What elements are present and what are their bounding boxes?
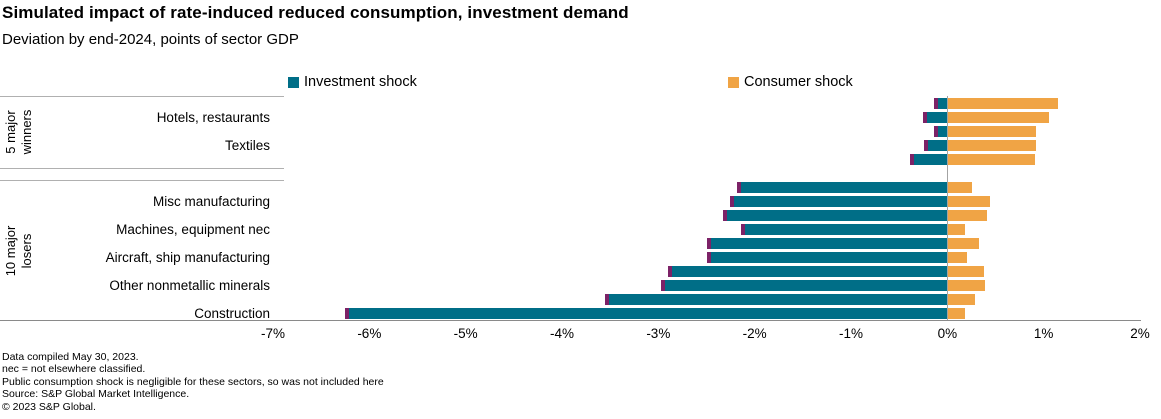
consumer-bar <box>947 140 1036 151</box>
x-tick-label: -3% <box>646 326 671 341</box>
group-label-line: 10 major <box>3 225 18 277</box>
consumer-bar <box>947 294 976 305</box>
group-label-line: losers <box>19 233 34 269</box>
investment-bar <box>345 308 948 319</box>
investment-bar <box>933 126 948 137</box>
x-tick-label: -5% <box>453 326 478 341</box>
legend-item-investment-shock: Investment shock <box>288 74 417 90</box>
consumer-bar <box>947 252 967 263</box>
x-tick-label: 0% <box>937 326 958 341</box>
x-axis-line <box>0 320 1141 321</box>
footnote-line: Source: S&P Global Market Intelligence. <box>2 388 190 401</box>
group-label-line: 5 major <box>3 110 18 154</box>
consumer-bar <box>947 154 1035 165</box>
footnote-line: Public consumption shock is negligible f… <box>2 375 384 388</box>
category-label: Machines, equipment nec <box>116 222 270 237</box>
investment-bar <box>605 294 948 305</box>
investment-bar <box>933 98 948 109</box>
consumer-bar <box>947 126 1036 137</box>
investment-bar <box>729 196 948 207</box>
investment-bar <box>909 154 948 165</box>
consumer-bar <box>947 182 973 193</box>
x-tick-label: 1% <box>1033 326 1054 341</box>
footnote-line: nec = not elsewhere classified. <box>2 363 146 376</box>
category-label: Aircraft, ship manufacturing <box>105 250 270 265</box>
investment-bar <box>722 210 948 221</box>
legend-label: Consumer shock <box>744 74 853 90</box>
group-separator-line <box>0 168 284 169</box>
x-tick-label: -6% <box>357 326 382 341</box>
x-tick-label: -7% <box>260 326 285 341</box>
consumer-bar <box>947 112 1050 123</box>
footnotes: Data compiled May 30, 2023. nec = not el… <box>2 351 384 413</box>
x-tick-label: -4% <box>549 326 574 341</box>
consumer-bar <box>947 238 980 249</box>
group-separator-line <box>0 96 284 97</box>
group-separator-line <box>0 180 284 181</box>
category-label: Misc manufacturing <box>152 194 270 209</box>
legend-label: Investment shock <box>304 74 417 90</box>
x-tick-label: -2% <box>742 326 767 341</box>
category-label: Textiles <box>224 138 270 153</box>
consumer-bar <box>947 266 984 277</box>
investment-bar <box>661 280 948 291</box>
consumer-bar <box>947 98 1059 109</box>
category-label: Construction <box>194 306 270 321</box>
chart-title: Simulated impact of rate-induced reduced… <box>2 3 629 22</box>
chart-subtitle: Deviation by end-2024, points of sector … <box>2 31 299 48</box>
investment-bar <box>924 140 948 151</box>
zero-line <box>947 96 948 320</box>
consumer-bar <box>947 308 965 319</box>
investment-bar <box>707 238 948 249</box>
consumer-bar <box>947 210 987 221</box>
x-tick-label: -1% <box>838 326 863 341</box>
investment-bar <box>737 182 948 193</box>
investment-bar <box>741 224 948 235</box>
investment-bar <box>667 266 948 277</box>
category-label: Hotels, restaurants <box>156 110 270 125</box>
footnote-line: © 2023 S&P Global. <box>2 400 96 413</box>
legend-item-consumer-shock: Consumer shock <box>728 74 853 90</box>
consumer-shock-swatch-icon <box>728 76 739 88</box>
group-label: 5 major winners <box>3 97 39 167</box>
investment-bar <box>923 112 948 123</box>
category-label: Other nonmetallic minerals <box>109 278 270 293</box>
group-label: 10 major losers <box>3 181 39 321</box>
consumer-bar <box>947 196 990 207</box>
footnote-line: Data compiled May 30, 2023. <box>2 351 139 363</box>
investment-shock-swatch-icon <box>288 76 299 88</box>
consumer-bar <box>947 224 965 235</box>
investment-bar <box>706 252 948 263</box>
x-tick-label: 2% <box>1130 326 1150 341</box>
group-label-line: winners <box>19 109 34 155</box>
consumer-bar <box>947 280 985 291</box>
